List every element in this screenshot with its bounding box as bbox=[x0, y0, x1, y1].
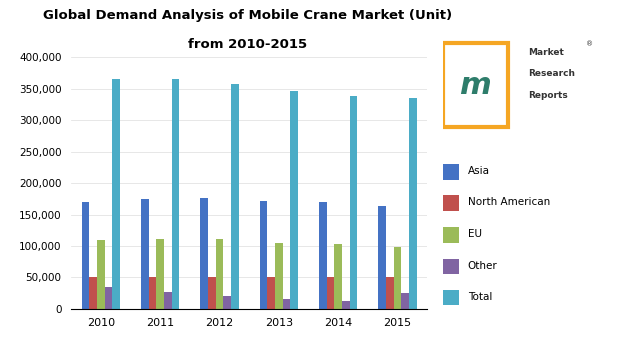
Bar bbox=[149, 277, 157, 309]
Bar bbox=[401, 293, 409, 309]
Bar bbox=[290, 91, 298, 309]
Bar bbox=[443, 227, 459, 243]
Bar bbox=[327, 277, 334, 309]
Bar bbox=[386, 277, 394, 309]
Bar bbox=[378, 206, 386, 309]
Bar bbox=[113, 79, 120, 309]
Text: Other: Other bbox=[468, 261, 498, 271]
Bar bbox=[157, 239, 164, 309]
Text: ®: ® bbox=[586, 42, 593, 47]
Bar bbox=[97, 240, 105, 309]
Bar bbox=[443, 195, 459, 211]
Bar bbox=[443, 290, 459, 306]
Bar bbox=[105, 287, 113, 309]
Bar bbox=[89, 277, 97, 309]
Bar bbox=[334, 244, 342, 309]
Bar bbox=[283, 299, 290, 309]
Bar bbox=[231, 84, 239, 309]
Bar bbox=[443, 164, 459, 180]
Bar bbox=[267, 277, 275, 309]
Text: m: m bbox=[459, 71, 491, 100]
Bar bbox=[215, 239, 223, 309]
Bar bbox=[319, 202, 327, 309]
Text: Total: Total bbox=[468, 292, 492, 302]
Text: Research: Research bbox=[527, 69, 574, 78]
Bar bbox=[223, 296, 231, 309]
Bar bbox=[171, 79, 180, 309]
Text: Reports: Reports bbox=[527, 90, 568, 100]
Bar bbox=[342, 300, 350, 309]
Bar bbox=[350, 96, 357, 309]
Bar bbox=[394, 247, 401, 309]
Text: from 2010-2015: from 2010-2015 bbox=[188, 38, 307, 51]
FancyBboxPatch shape bbox=[443, 43, 508, 127]
Text: EU: EU bbox=[468, 229, 482, 239]
Text: Market: Market bbox=[527, 47, 563, 57]
Bar bbox=[275, 243, 283, 309]
Bar bbox=[409, 98, 417, 309]
Text: MarketResearchReports.com: MarketResearchReports.com bbox=[230, 342, 389, 352]
Bar bbox=[141, 199, 149, 309]
Bar bbox=[164, 292, 171, 309]
Bar bbox=[200, 198, 208, 309]
Bar bbox=[208, 277, 215, 309]
Text: Global Demand Analysis of Mobile Crane Market (Unit): Global Demand Analysis of Mobile Crane M… bbox=[43, 9, 452, 22]
Text: North American: North American bbox=[468, 197, 550, 208]
Bar bbox=[443, 258, 459, 274]
Bar bbox=[259, 201, 267, 309]
Text: Asia: Asia bbox=[468, 166, 490, 176]
Bar bbox=[82, 202, 89, 309]
